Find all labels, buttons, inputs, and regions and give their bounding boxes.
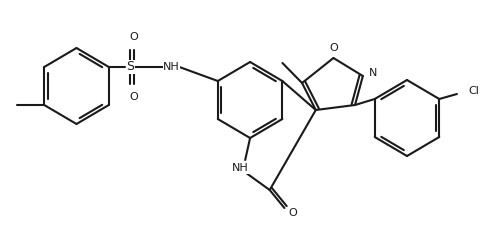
Text: O: O xyxy=(329,43,338,53)
Text: O: O xyxy=(129,92,138,102)
Text: O: O xyxy=(129,32,138,42)
Text: Cl: Cl xyxy=(468,86,480,96)
Text: NH: NH xyxy=(163,62,180,72)
Text: NH: NH xyxy=(232,163,249,173)
Text: N: N xyxy=(369,68,377,78)
Text: O: O xyxy=(288,208,297,218)
Text: S: S xyxy=(126,61,134,73)
